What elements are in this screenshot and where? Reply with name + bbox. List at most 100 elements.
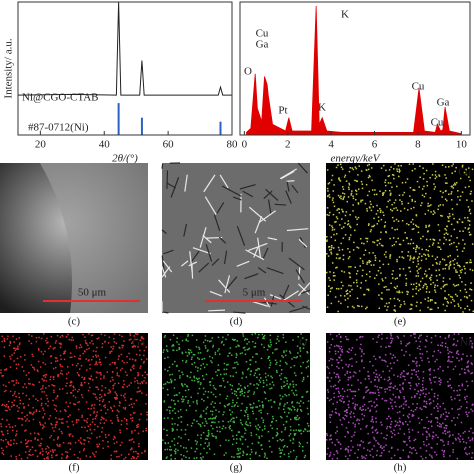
map-dot: [146, 414, 148, 416]
map-dot: [422, 441, 425, 443]
map-dot: [470, 261, 472, 264]
map-dot: [434, 212, 436, 214]
map-dot: [108, 401, 111, 403]
map-dot: [427, 427, 430, 430]
map-dot: [470, 408, 472, 411]
map-dot: [429, 277, 431, 280]
map-dot: [266, 412, 269, 415]
map-dot: [448, 239, 451, 242]
map-dot: [54, 426, 57, 428]
map-dot: [225, 452, 227, 454]
map-dot: [33, 411, 35, 413]
map-dot: [346, 292, 349, 295]
map-dot: [464, 267, 466, 270]
element-label: Cu: [458, 167, 471, 179]
map-dot: [365, 237, 367, 240]
map-dot: [432, 238, 434, 241]
sem-flake: [224, 275, 231, 294]
map-dot: [398, 256, 401, 258]
map-dot: [372, 241, 374, 243]
map-dot: [461, 164, 464, 167]
map-dot: [417, 289, 420, 292]
map-dot: [361, 455, 363, 457]
map-dot: [108, 389, 110, 391]
map-dot: [177, 410, 180, 413]
map-dot: [447, 217, 450, 219]
map-dot: [30, 364, 33, 366]
map-dot: [28, 371, 30, 374]
map-dot: [227, 334, 229, 336]
map-dot: [413, 360, 415, 363]
map-dot: [28, 333, 30, 336]
map-dot: [388, 407, 390, 410]
map-dot: [438, 274, 441, 276]
sem-flake: [274, 203, 287, 206]
map-dot: [401, 203, 403, 205]
map-dot: [170, 381, 173, 384]
peak-label: Ga: [437, 97, 450, 109]
map-dot: [195, 409, 197, 412]
sem-flake: [163, 311, 169, 314]
map-dot: [250, 370, 252, 373]
map-dot: [468, 309, 471, 311]
x-tick-label: 4: [328, 139, 334, 151]
map-dot: [415, 248, 417, 251]
map-dot: [98, 443, 101, 445]
map-dot: [139, 390, 141, 392]
map-dot: [49, 450, 52, 452]
map-dot: [126, 355, 128, 358]
map-dot: [196, 441, 199, 443]
map-dot: [467, 206, 470, 208]
map-dot: [329, 333, 332, 336]
map-dot: [299, 365, 302, 368]
map-dot: [339, 336, 342, 339]
map-dot: [72, 424, 75, 426]
map-dot: [52, 450, 54, 452]
map-dot: [44, 374, 46, 376]
map-dot: [103, 418, 105, 420]
map-dot: [76, 372, 79, 374]
map-dot: [365, 273, 368, 276]
map-dot: [341, 348, 344, 351]
map-dot: [291, 389, 293, 392]
map-dot: [83, 439, 85, 441]
map-dot: [236, 453, 238, 455]
map-dot: [411, 198, 413, 201]
map-dot: [435, 275, 438, 277]
map-dot: [19, 402, 21, 405]
map-dot: [416, 225, 418, 228]
map-dot: [255, 406, 257, 408]
map-dot: [178, 343, 180, 346]
map-dot: [198, 387, 201, 390]
map-dot: [55, 405, 57, 407]
map-dot: [225, 368, 228, 371]
map-dot: [436, 443, 438, 445]
map-dot: [81, 416, 83, 418]
map-dot: [258, 454, 261, 457]
map-dot: [262, 406, 264, 409]
map-dot: [374, 254, 376, 257]
map-dot: [471, 269, 474, 272]
map-dot: [357, 202, 360, 204]
map-dot: [229, 425, 231, 427]
map-dot: [429, 398, 431, 400]
map-dot: [398, 274, 401, 277]
map-dot: [104, 386, 107, 389]
map-dot: [332, 271, 335, 274]
map-dot: [460, 299, 462, 301]
x-tick-label: 10: [456, 139, 468, 151]
map-dot: [340, 448, 342, 450]
map-dot: [341, 186, 344, 188]
map-dot: [50, 435, 53, 437]
map-dot: [439, 239, 441, 241]
map-dot: [398, 243, 401, 246]
map-dot: [412, 223, 415, 225]
map-dot: [205, 438, 207, 440]
map-dot: [378, 242, 381, 245]
map-dot: [432, 435, 435, 438]
map-dot: [437, 368, 440, 370]
map-dot: [95, 396, 97, 399]
map-dot: [96, 443, 98, 446]
sem-flake: [265, 188, 279, 201]
map-dot: [49, 415, 52, 417]
